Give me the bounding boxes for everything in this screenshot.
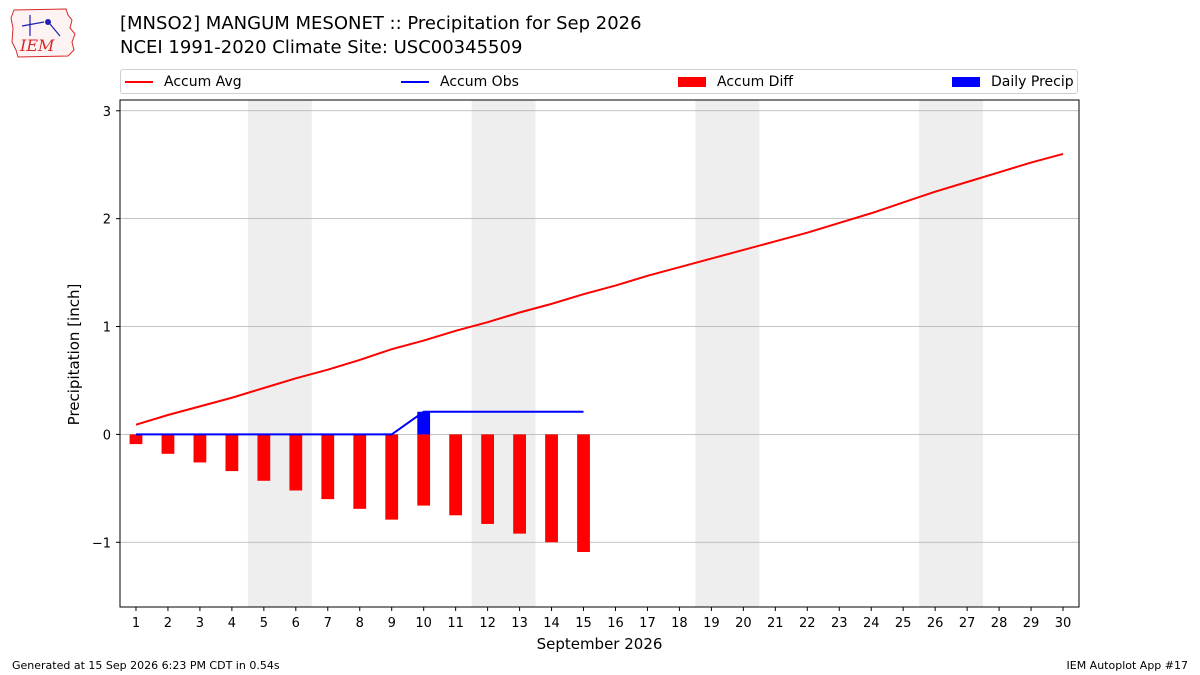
x-tick-label: 9: [388, 616, 396, 631]
footer-app: IEM Autoplot App #17: [1066, 659, 1189, 672]
y-tick-label: 1: [103, 321, 111, 336]
legend-label: Accum Diff: [717, 74, 794, 90]
iem-logo: IEM: [10, 8, 76, 58]
x-tick-label: 26: [927, 616, 944, 631]
x-tick-label: 12: [479, 616, 496, 631]
accum-diff-bar: [513, 434, 526, 534]
x-tick-label: 6: [292, 616, 300, 631]
chart-subtitle: NCEI 1991-2020 Climate Site: USC00345509: [120, 37, 523, 58]
daily-precip-bar: [417, 411, 431, 435]
chart-legend: Accum Avg Accum Obs Accum Diff Daily Pre…: [120, 69, 1078, 94]
accum-diff-bar: [353, 434, 367, 509]
x-tick-label: 14: [543, 616, 560, 631]
y-tick-label: 3: [103, 105, 111, 120]
legend-item-daily-precip: Daily Precip: [952, 74, 1074, 90]
weekend-shade: [247, 100, 312, 607]
x-tick-label: 19: [703, 616, 720, 631]
x-tick-label: 18: [671, 616, 688, 631]
weekend-shade: [695, 100, 760, 607]
legend-label: Accum Avg: [164, 74, 242, 90]
x-tick-label: 21: [767, 616, 784, 631]
x-tick-label: 3: [196, 616, 204, 631]
legend-label: Accum Obs: [440, 74, 519, 90]
x-tick-label: 25: [895, 616, 912, 631]
x-tick-label: 1: [132, 616, 140, 631]
iowa-state-outline-icon: [10, 8, 76, 58]
legend-swatch: [952, 77, 980, 87]
accum-diff-bar: [321, 434, 335, 500]
y-tick-label: −1: [92, 536, 111, 551]
accum-diff-bar: [417, 434, 431, 506]
x-tick-label: 11: [447, 616, 464, 631]
x-tick-label: 20: [735, 616, 752, 631]
x-tick-label: 24: [863, 616, 880, 631]
footer-generated: Generated at 15 Sep 2026 6:23 PM CDT in …: [12, 659, 280, 672]
x-tick-label: 23: [831, 616, 848, 631]
x-tick-label: 2: [164, 616, 172, 631]
x-tick-label: 13: [511, 616, 528, 631]
accum-diff-bar: [257, 434, 271, 481]
accum-diff-bar: [289, 434, 303, 491]
accum-diff-bar: [161, 434, 175, 454]
x-tick-label: 28: [991, 616, 1008, 631]
accum-diff-bar: [449, 434, 463, 516]
logo-text: IEM: [19, 36, 55, 55]
x-tick-label: 8: [356, 616, 364, 631]
accum-avg-line: [135, 152, 1064, 426]
chart-title: [MNSO2] MANGUM MESONET :: Precipitation …: [120, 13, 642, 34]
x-tick-label: 22: [799, 616, 816, 631]
x-tick-label: 5: [260, 616, 268, 631]
legend-swatch: [401, 81, 429, 83]
x-tick-label: 17: [639, 616, 656, 631]
legend-item-accum-diff: Accum Diff: [678, 74, 793, 90]
y-axis-label: Precipitation [inch]: [65, 284, 83, 426]
legend-swatch: [125, 81, 153, 83]
x-tick-label: 10: [415, 616, 432, 631]
legend-label: Daily Precip: [991, 74, 1074, 90]
accum-diff-bar: [385, 434, 399, 520]
plot-frame: [119, 99, 1080, 608]
accum-diff-bar: [225, 434, 239, 472]
legend-item-accum-obs: Accum Obs: [401, 74, 519, 90]
accum-obs-line: [135, 410, 584, 436]
accum-diff-bar: [481, 434, 495, 524]
weekend-shade: [919, 100, 984, 607]
accum-diff-bar: [577, 434, 590, 552]
accum-diff-bar: [193, 434, 207, 463]
x-tick-label: 29: [1023, 616, 1040, 631]
x-tick-label: 4: [228, 616, 236, 631]
y-tick-label: 2: [103, 213, 111, 228]
y-tick-label: 0: [103, 428, 111, 443]
legend-swatch: [678, 77, 706, 87]
legend-item-accum-avg: Accum Avg: [125, 74, 242, 90]
accum-diff-bar: [129, 434, 143, 445]
x-tick-label: 15: [575, 616, 592, 631]
x-tick-label: 30: [1055, 616, 1072, 631]
x-tick-label: 7: [324, 616, 332, 631]
x-tick-label: 16: [607, 616, 624, 631]
accum-diff-bar: [545, 434, 558, 543]
x-axis-label: September 2026: [537, 635, 663, 653]
x-tick-label: 27: [959, 616, 976, 631]
